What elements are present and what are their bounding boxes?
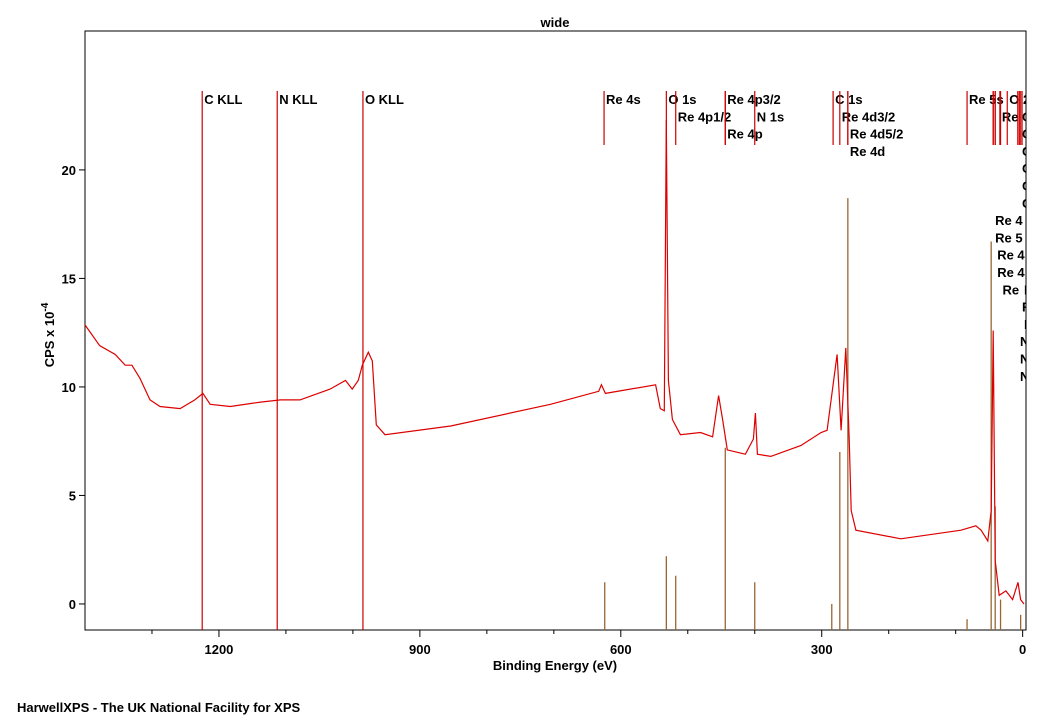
marker-labels: C KLL N KLL O KLL Re 4s O 1s Re 4p1/2 Re 4p3/2… (204, 92, 1034, 384)
x-tick-label: 600 (610, 642, 632, 657)
marker-label: Re 4 (997, 265, 1025, 280)
y-axis-label: CPS x 10-4 (40, 302, 57, 367)
marker-label: C (1022, 127, 1032, 142)
marker-label: C KLL (204, 92, 242, 107)
spectrum-line (84, 119, 1025, 605)
marker-label: N (1020, 352, 1029, 367)
marker-label: C (1022, 109, 1032, 124)
marker-label: O 1s (668, 92, 696, 107)
y-axis-label-text: CPS x 10-4 (40, 302, 57, 367)
marker-label: Re 5s (969, 92, 1004, 107)
chart-title: wide (540, 15, 570, 30)
marker-label: N 1s (757, 109, 784, 124)
marker-label: Re 4p3/2 (727, 92, 780, 107)
marker-label: O KLL (365, 92, 404, 107)
marker-label: Re 4p1/2 (678, 109, 731, 124)
y-tick-label: 10 (62, 380, 76, 395)
marker-label: R (1024, 282, 1034, 297)
marker-label: R (1022, 300, 1032, 315)
y-tick-label: 15 (62, 271, 76, 286)
x-tick-label: 1200 (204, 642, 233, 657)
marker-label: Re 5 (995, 230, 1022, 245)
marker-label: Re 4d (850, 144, 885, 159)
marker-label: C (1022, 161, 1032, 176)
footer: HarwellXPS - The UK National Facility fo… (17, 700, 301, 715)
marker-label: Re 4d3/2 (842, 109, 895, 124)
y-tick-label: 0 (69, 597, 76, 612)
marker-label: Re 4s (606, 92, 641, 107)
plot-frame (84, 30, 1027, 631)
y-tick-label: 20 (62, 163, 76, 178)
marker-label: Re 4d5/2 (850, 127, 903, 142)
marker-label: C 1s (835, 92, 862, 107)
x-tick-label: 300 (811, 642, 833, 657)
marker-label: C (1022, 144, 1032, 159)
x-axis-label: Binding Energy (eV) (493, 658, 617, 673)
y-label-exp: -4 (40, 302, 51, 311)
marker-label: C (1022, 196, 1032, 211)
marker-label: R (1024, 317, 1034, 332)
marker-label: N KLL (279, 92, 317, 107)
marker-label: Re 4 (997, 248, 1025, 263)
marker-label: Re (1003, 282, 1020, 297)
y-label-base: CPS x 10 (42, 312, 57, 368)
y-tick-label: 5 (69, 488, 76, 503)
marker-label: N (1020, 334, 1029, 349)
marker-label: N (1020, 369, 1029, 384)
marker-label: Re (1002, 109, 1019, 124)
x-tick-label: 900 (409, 642, 431, 657)
marker-label: Re 4 (995, 213, 1023, 228)
x-tick-label: 0 (1019, 642, 1026, 657)
marker-label: C (1022, 179, 1032, 194)
marker-label: Re 4p (727, 127, 762, 142)
